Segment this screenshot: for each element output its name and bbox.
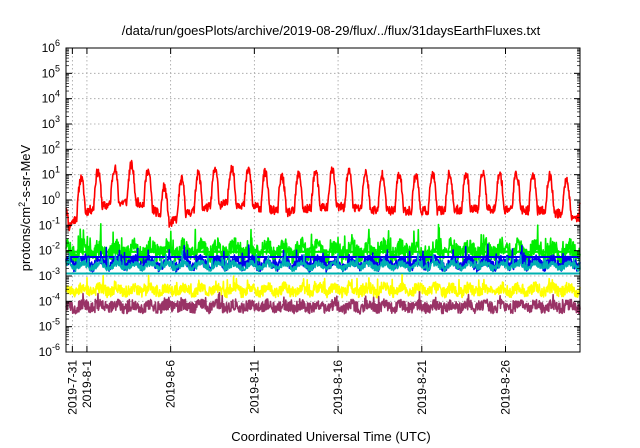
y-tick-base: 10 <box>39 244 53 258</box>
y-tick-exponent: -6 <box>52 342 60 352</box>
x-tick-label: 2019-7-31 <box>65 360 79 415</box>
series-line <box>65 250 581 273</box>
y-tick-label: 106 <box>42 38 60 55</box>
y-tick-base: 10 <box>42 117 56 131</box>
y-tick-label: 102 <box>42 139 60 156</box>
x-tick-label: 2019-8-26 <box>498 360 512 415</box>
y-tick-label: 10-4 <box>39 291 60 308</box>
y-axis-label: protons/cm2-s-sr-MeV <box>17 144 33 271</box>
y-axis-label-sup: 2 <box>17 202 27 207</box>
x-tick-label: 2019-8-21 <box>415 360 429 415</box>
y-tick-exponent: 3 <box>55 114 60 124</box>
y-tick-label: 10-5 <box>39 317 60 334</box>
y-tick-exponent: -2 <box>52 241 60 251</box>
y-tick-exponent: -5 <box>52 317 60 327</box>
x-tick-label: 2019-8-11 <box>247 360 261 414</box>
y-tick-label: 101 <box>42 165 60 182</box>
y-tick-label: 103 <box>42 114 60 131</box>
y-tick-exponent: 2 <box>55 139 60 149</box>
y-tick-exponent: -1 <box>52 215 60 225</box>
x-tick-label: 2019-8-6 <box>164 360 178 408</box>
y-tick-base: 10 <box>39 345 53 359</box>
y-tick-base: 10 <box>42 66 56 80</box>
y-tick-label: 10-6 <box>39 342 60 359</box>
y-tick-base: 10 <box>42 41 56 55</box>
x-tick-label: 2019-8-16 <box>331 360 345 415</box>
y-tick-label: 105 <box>42 63 60 80</box>
y-tick-label: 10-3 <box>39 266 60 283</box>
series-line <box>65 243 581 273</box>
y-tick-base: 10 <box>42 142 56 156</box>
y-tick-exponent: 4 <box>55 89 60 99</box>
y-axis-label-base: protons/cm <box>18 207 33 271</box>
x-tick-label: 2019-8-1 <box>80 360 94 408</box>
y-tick-label: 10-1 <box>39 215 60 232</box>
y-tick-base: 10 <box>39 294 53 308</box>
y-tick-exponent: 0 <box>55 190 60 200</box>
y-axis-label-tail: -s-sr-MeV <box>18 144 33 201</box>
y-tick-exponent: 1 <box>55 165 60 175</box>
y-tick-base: 10 <box>39 269 53 283</box>
y-tick-exponent: -3 <box>52 266 60 276</box>
y-tick-label: 104 <box>42 89 60 106</box>
x-axis-label: Coordinated Universal Time (UTC) <box>231 429 430 444</box>
y-tick-exponent: -4 <box>52 291 60 301</box>
series-line <box>65 159 581 232</box>
y-tick-base: 10 <box>42 168 56 182</box>
series-line <box>65 290 581 315</box>
axes: 10610510410310210110010-110-210-310-410-… <box>39 38 580 415</box>
y-tick-label: 100 <box>42 190 60 207</box>
y-tick-exponent: 5 <box>55 63 60 73</box>
y-tick-base: 10 <box>42 193 56 207</box>
y-tick-base: 10 <box>42 92 56 106</box>
chart-title: /data/run/goesPlots/archive/2019-08-29/f… <box>122 23 541 38</box>
series-line <box>65 273 581 299</box>
y-tick-label: 10-2 <box>39 241 60 258</box>
series-lines <box>65 159 581 315</box>
y-tick-base: 10 <box>39 320 53 334</box>
y-tick-exponent: 6 <box>55 38 60 48</box>
y-tick-base: 10 <box>39 218 53 232</box>
